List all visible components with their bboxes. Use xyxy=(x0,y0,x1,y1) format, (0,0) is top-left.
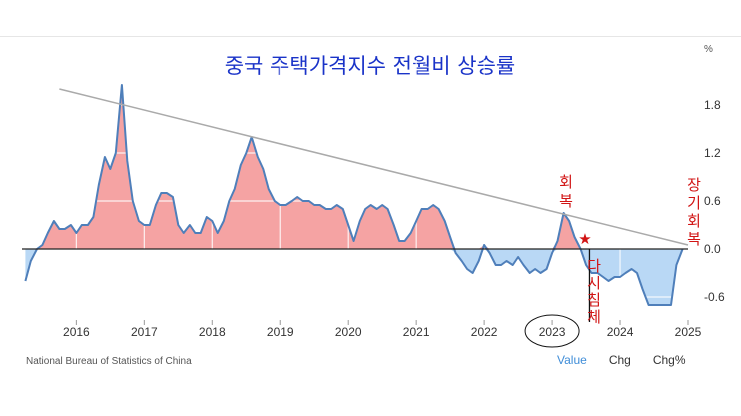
tab-value[interactable]: Value xyxy=(557,353,587,367)
y-tick-label-0: 1.8 xyxy=(704,98,721,112)
x-tick-label-3: 2019 xyxy=(267,325,294,339)
trend-line xyxy=(59,88,689,246)
source-label: National Bureau of Statistics of China xyxy=(26,356,192,367)
positive-area xyxy=(25,85,683,249)
tab-chg[interactable]: Chg xyxy=(608,353,631,367)
x-tick-label-9: 2025 xyxy=(675,325,702,339)
tab-chg-percent[interactable]: Chg% xyxy=(652,353,686,367)
x-tick-label-6: 2022 xyxy=(471,325,498,339)
y-tick-label-3: 0.0 xyxy=(704,242,721,256)
x-tick-label-5: 2021 xyxy=(403,325,430,339)
chart-top-border xyxy=(0,36,741,37)
y-tick-label-2: 0.6 xyxy=(704,194,721,208)
x-tick-label-0: 2016 xyxy=(63,325,90,339)
annotation-star: ★ xyxy=(578,230,591,248)
highlight-year-ellipse xyxy=(524,314,580,348)
y-tick-label-4: -0.6 xyxy=(704,290,725,304)
chart-title: 중국 주택가격지수 전월비 상승률 xyxy=(225,54,516,78)
x-tick-label-4: 2020 xyxy=(335,325,362,339)
chart-mode-tabs: Value Chg Chg% xyxy=(557,353,686,367)
y-axis-unit: % xyxy=(704,44,713,55)
x-tick-label-8: 2024 xyxy=(607,325,634,339)
x-tick-label-2: 2018 xyxy=(199,325,226,339)
y-tick-label-1: 1.2 xyxy=(704,146,721,160)
series-line xyxy=(24,84,684,306)
x-tick-label-1: 2017 xyxy=(131,325,158,339)
x-tick-label-7: 2023 xyxy=(539,325,566,339)
negative-area xyxy=(25,249,683,305)
